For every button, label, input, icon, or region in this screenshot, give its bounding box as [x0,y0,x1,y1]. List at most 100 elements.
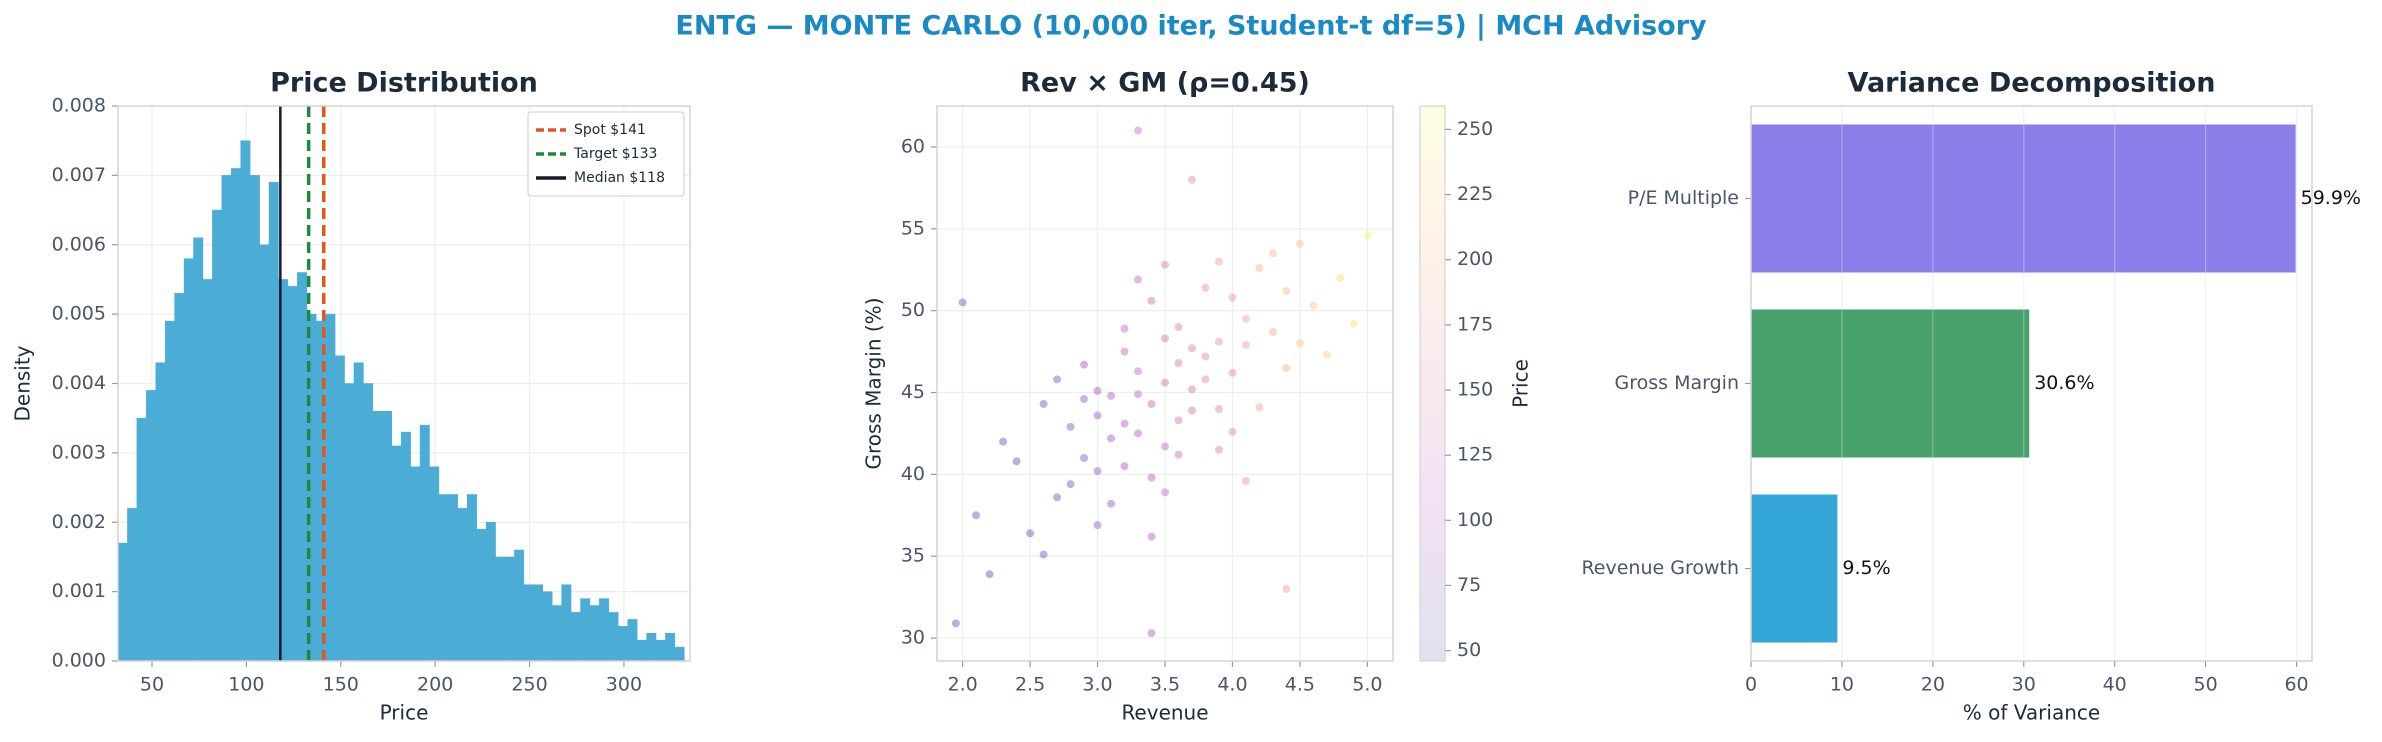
x-tick-label: 10 [1830,674,1854,696]
scatter-point [1093,411,1102,420]
data-label: 9.5% [1842,557,1890,579]
chart-title: Price Distribution [270,68,538,99]
chart-title: Variance Decomposition [1848,68,2216,99]
scatter-point [1080,395,1089,404]
histogram-bar [504,556,515,662]
axes-frame [117,105,691,662]
scatter-point [1161,378,1169,387]
y-axis-label: Gross Margin (%) [862,298,886,470]
scatter-point [985,570,994,579]
histogram-bar [174,293,185,662]
histogram-bar [485,522,496,662]
scatter-point [1241,341,1250,350]
scatter-point [1174,323,1183,332]
x-tick-label: 3.5 [1150,674,1180,696]
legend-label: Median $118 [574,170,665,186]
histogram-bar [533,584,544,662]
histogram-bar [448,494,459,662]
colorbar-tick-label: 175 [1457,313,1493,335]
x-tick-label: 4.0 [1217,674,1247,696]
scatter-point [1012,457,1021,466]
histogram-bar [155,362,166,662]
y-tick-label: P/E Multiple [1628,187,1739,209]
scatter-point [1214,337,1223,346]
scatter-point [1080,360,1089,369]
scatter-point [1214,404,1223,413]
y-tick-label: 55 [901,217,925,239]
scatter-point [1053,375,1062,384]
scatter-point [1147,473,1156,482]
figure-title: ENTG — MONTE CARLO (10,000 iter, Student… [675,11,1707,42]
x-tick-label: 30 [2012,674,2036,696]
y-tick-label: 40 [901,463,925,485]
scatter-point [1134,275,1143,284]
axes-frame [936,105,1394,662]
scatter-point [1147,532,1156,541]
histogram-bar [315,320,326,662]
histogram-bar [674,646,685,662]
histogram-bar [231,168,241,662]
histogram-bar [542,591,553,662]
y-tick-label: 0.007 [52,164,106,186]
scatter-point [1309,301,1318,310]
legend-label: Spot $141 [574,122,646,138]
scatter-point [1147,296,1156,305]
histogram-bar [382,411,392,662]
x-tick-label: 50 [2194,674,2218,696]
scatter-point [1161,260,1169,269]
legend-label: Target $133 [573,146,657,162]
scatter-point [972,511,981,520]
scatter-point [1241,314,1250,323]
y-tick-label: 0.000 [52,650,106,672]
scatter-point [1039,550,1048,559]
scatter-point [958,298,967,307]
histogram-bar [372,411,383,662]
x-tick-label: 4.5 [1285,674,1315,696]
y-tick-label: Gross Margin [1615,372,1739,394]
y-tick-label: 0.001 [52,580,106,602]
y-tick-label: 0.005 [52,303,106,325]
scatter-point [1174,359,1183,368]
histogram-bar [570,612,581,662]
scatter-point [1093,467,1102,476]
scatter-point [1282,287,1291,295]
scatter-point [1322,350,1331,359]
scatter-point [1134,126,1143,135]
scatter-point [1201,283,1210,292]
scatter-point [1174,416,1183,425]
colorbar-tick-label: 125 [1457,444,1493,466]
scatter-point [1268,327,1277,336]
histogram-bar [551,605,562,662]
scatter-point [1187,344,1196,353]
colorbar-tick-label: 250 [1457,118,1493,140]
x-axis-label: Price [380,701,429,725]
x-tick-label: 50 [140,674,164,696]
histogram-bar [202,279,213,662]
histogram-bar [429,466,440,662]
scatter-point [1201,352,1210,361]
scatter-point [1147,399,1156,408]
scatter-point [999,437,1008,446]
histogram-bar [410,466,421,662]
x-tick-label: 3.0 [1082,674,1112,696]
x-tick-label: 250 [511,674,547,696]
y-tick-label: 30 [901,627,925,649]
x-tick-label: 2.0 [948,674,978,696]
colorbar-tick-label: 150 [1457,379,1493,401]
scatter-point [1214,257,1223,266]
scatter-point [951,619,960,628]
bar [1751,124,2296,273]
histogram-bar [400,431,411,662]
scatter-point [1268,249,1277,258]
histogram-bar [259,244,270,662]
scatter-point [1120,419,1129,428]
histogram-bar [655,639,666,662]
x-tick-label: 40 [2103,674,2127,696]
scatter-point [1363,231,1372,240]
histogram-bar [221,175,232,662]
histogram-bar [268,182,279,662]
scatter-point [1134,367,1143,376]
histogram-bar [146,390,157,662]
scatter-point [1174,450,1183,459]
scatter-point [1107,499,1116,508]
